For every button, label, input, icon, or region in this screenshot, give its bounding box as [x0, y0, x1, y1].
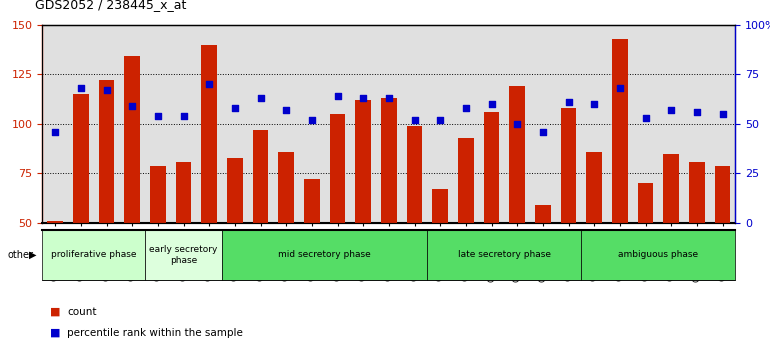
Point [357, 95, 370, 101]
Bar [222, 230, 427, 280]
Bar [561, 108, 576, 223]
Text: ambiguous phase: ambiguous phase [618, 250, 698, 259]
Point [177, 113, 189, 119]
Bar [330, 114, 345, 223]
Text: mid secretory phase: mid secretory phase [278, 250, 371, 259]
Point [306, 117, 318, 123]
Text: early secretory
phase: early secretory phase [149, 245, 218, 264]
Point [152, 113, 164, 119]
Bar [227, 158, 243, 223]
Point [408, 117, 420, 123]
Bar [715, 166, 730, 223]
Bar [253, 130, 268, 223]
Bar [304, 179, 320, 223]
Point [562, 99, 574, 105]
Point [100, 87, 112, 93]
Text: other: other [8, 250, 34, 260]
Bar [458, 138, 474, 223]
Bar [125, 57, 140, 223]
Bar [664, 154, 679, 223]
Point [691, 109, 703, 115]
Text: percentile rank within the sample: percentile rank within the sample [67, 328, 243, 338]
Point [665, 107, 678, 113]
Bar [48, 221, 63, 223]
Bar [381, 98, 397, 223]
Point [511, 121, 524, 127]
Point [434, 117, 447, 123]
Bar [73, 94, 89, 223]
Point [588, 101, 601, 107]
Point [229, 105, 241, 111]
Bar [587, 152, 602, 223]
Point [639, 115, 651, 121]
Point [537, 129, 549, 135]
Point [280, 107, 293, 113]
Bar [42, 230, 145, 280]
Bar [484, 112, 499, 223]
Text: GDS2052 / 238445_x_at: GDS2052 / 238445_x_at [35, 0, 186, 11]
Bar [638, 183, 653, 223]
Text: proliferative phase: proliferative phase [51, 250, 136, 259]
Bar [433, 189, 448, 223]
Bar [176, 161, 191, 223]
Bar [279, 152, 294, 223]
Text: ■: ■ [50, 307, 61, 316]
Bar [150, 166, 166, 223]
Text: count: count [67, 307, 96, 316]
Bar [510, 86, 525, 223]
Bar [407, 126, 422, 223]
Bar [581, 230, 735, 280]
Point [460, 105, 472, 111]
Bar [99, 80, 114, 223]
Point [203, 81, 216, 87]
Bar [612, 39, 628, 223]
Point [331, 93, 343, 99]
Bar [427, 230, 581, 280]
Text: ■: ■ [50, 328, 61, 338]
Point [75, 85, 87, 91]
Point [383, 95, 395, 101]
Point [485, 101, 497, 107]
Point [126, 103, 139, 109]
Bar [689, 161, 705, 223]
Bar [356, 100, 371, 223]
Text: ▶: ▶ [28, 250, 36, 260]
Point [254, 95, 266, 101]
Point [49, 129, 62, 135]
Bar [145, 230, 222, 280]
Bar [535, 205, 551, 223]
Bar [202, 45, 217, 223]
Point [716, 111, 728, 117]
Text: late secretory phase: late secretory phase [458, 250, 551, 259]
Point [614, 85, 626, 91]
